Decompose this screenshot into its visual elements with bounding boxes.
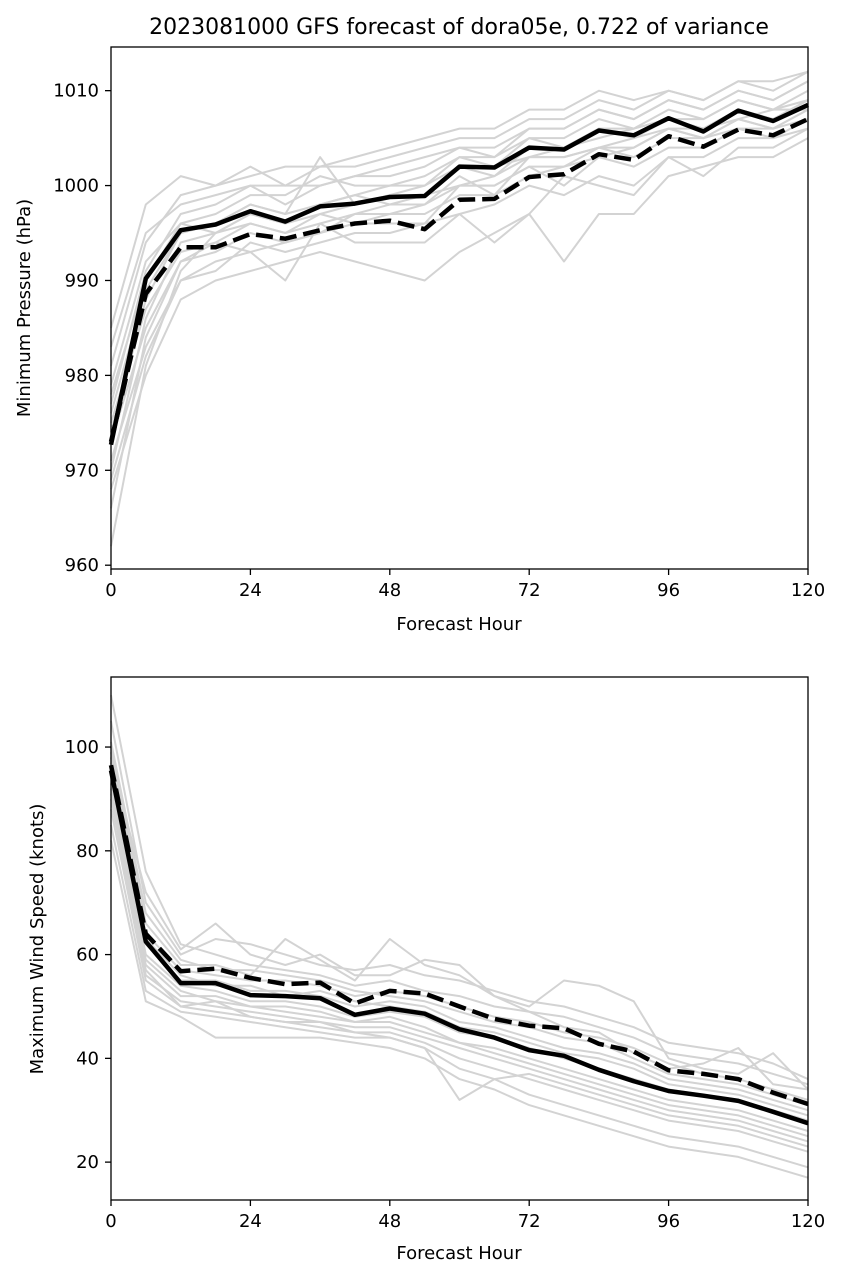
pressure-ensemble-line-3 [110,99,809,471]
wind-ensemble-line-10 [110,824,809,1169]
pressure-panel: 0 24 48 72 96 120 960 970 980 990 1000 1010 Forecas… [14,46,825,635]
pressure-ensemble-line-8 [110,137,809,490]
pressure-x-tick-label: 72 [518,580,541,601]
wind-ensemble-line-8 [110,798,809,1143]
pressure-y-tick-label: 960 [65,555,99,576]
pressure-y-axis-label: Minimum Pressure (hPa) [14,199,35,417]
wind-ensemble-line-16 [110,793,809,1148]
wind-x-tick-label: 48 [378,1211,401,1232]
wind-y-tick-label: 60 [76,945,99,966]
pressure-x-tick-label: 24 [239,580,262,601]
wind-panel: 0 24 48 72 96 120 20 40 60 80 100 Forecast Hour Ma… [27,676,826,1264]
wind-y-tick-label: 40 [76,1048,99,1069]
pressure-dashed-line [108,117,809,443]
wind-ensemble-line-14 [110,783,809,1138]
wind-solid-line [108,769,809,1126]
pressure-ensemble-line-2 [110,118,809,509]
wind-x-axis-label: Forecast Hour [396,1243,522,1264]
figure-title: 2023081000 GFS forecast of dora05e, 0.72… [149,15,769,40]
pressure-y-tick-label: 1010 [53,81,99,102]
wind-y-tick-label: 100 [65,737,99,758]
wind-ensemble-line-5 [110,767,809,1112]
pressure-series-layer [108,70,809,547]
wind-series-layer [108,695,809,1179]
pressure-y-tick-label: 1000 [53,176,99,197]
pressure-x-tick-label: 120 [791,580,825,601]
wind-ensemble-line-9 [110,809,809,1153]
pressure-axes-frame [110,46,809,570]
pressure-x-axis-label: Forecast Hour [396,614,522,635]
wind-x-tick-label: 24 [239,1211,262,1232]
wind-x-tick-label: 120 [791,1211,825,1232]
pressure-ensemble-line-6 [110,70,809,367]
pressure-ensemble-line-11 [110,99,809,386]
wind-dashed-line [108,764,809,1107]
pressure-x-tick-label: 48 [378,580,401,601]
wind-y-tick-label: 20 [76,1152,99,1173]
wind-ensemble-line-12 [110,762,809,1091]
wind-ensemble-line-1 [110,695,809,1086]
pressure-x-tick-label: 96 [657,580,680,601]
pressure-ensemble-line-7 [110,70,809,329]
pressure-ensemble-line-10 [110,118,809,424]
pressure-x-tick-label: 0 [105,580,116,601]
wind-y-axis-label: Maximum Wind Speed (knots) [27,804,48,1075]
wind-x-tick-label: 0 [105,1211,116,1232]
pressure-ensemble-line-9 [110,127,809,462]
pressure-ensemble-line-14 [110,127,809,481]
wind-x-tick-label: 72 [518,1211,541,1232]
wind-tick-layer: 0 24 48 72 96 120 20 40 60 80 100 [65,737,826,1232]
pressure-y-tick-label: 970 [65,460,99,481]
pressure-ensemble-line-15 [110,80,809,348]
pressure-ensemble-line-12 [110,108,809,443]
wind-y-tick-label: 80 [76,841,99,862]
wind-ensemble-line-11 [110,840,809,1179]
wind-x-tick-label: 96 [657,1211,680,1232]
pressure-y-tick-label: 990 [65,270,99,291]
wind-axes-frame [110,676,809,1201]
pressure-tick-layer: 0 24 48 72 96 120 960 970 980 990 1000 1010 [53,81,825,601]
wind-ensemble-line-15 [110,752,809,1117]
pressure-y-tick-label: 980 [65,365,99,386]
wind-ensemble-line-2 [110,720,809,1081]
pressure-solid-line [108,102,809,446]
